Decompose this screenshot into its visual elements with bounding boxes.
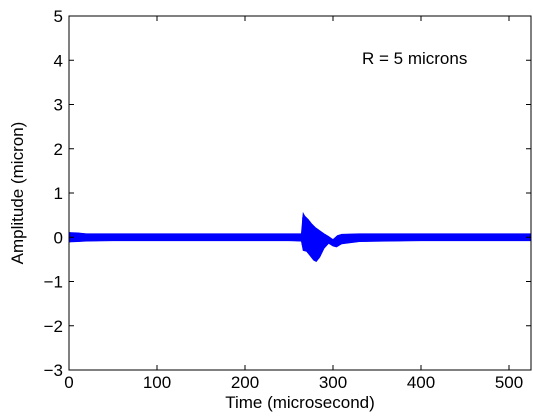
y-tick-label: 4: [54, 51, 63, 70]
x-tick-label: 200: [231, 373, 259, 392]
x-tick-label: 300: [319, 373, 347, 392]
y-tick-label: −1: [44, 273, 63, 292]
tick-labels-layer: 0 100 200 300 400 500 −3 −2 −1 0 1 2 3 4 5: [44, 7, 524, 392]
y-tick-label: 1: [54, 184, 63, 203]
y-axis-label: Amplitude (micron): [8, 122, 27, 265]
y-tick-label: −2: [44, 317, 63, 336]
y-tick-label: 0: [54, 228, 63, 247]
annotation-text: R = 5 microns: [362, 49, 467, 68]
y-tick-label: −3: [44, 361, 63, 380]
signal-line: [68, 214, 532, 262]
y-tick-label: 2: [54, 140, 63, 159]
x-tick-label: 100: [143, 373, 171, 392]
plot-frame: [68, 15, 532, 371]
y-tick-label: 3: [54, 96, 63, 115]
x-tick-label: 0: [64, 373, 73, 392]
x-tick-label: 500: [495, 373, 523, 392]
y-tick-label: 5: [54, 7, 63, 26]
x-axis-label: Time (microsecond): [225, 393, 375, 412]
x-tick-label: 400: [407, 373, 435, 392]
